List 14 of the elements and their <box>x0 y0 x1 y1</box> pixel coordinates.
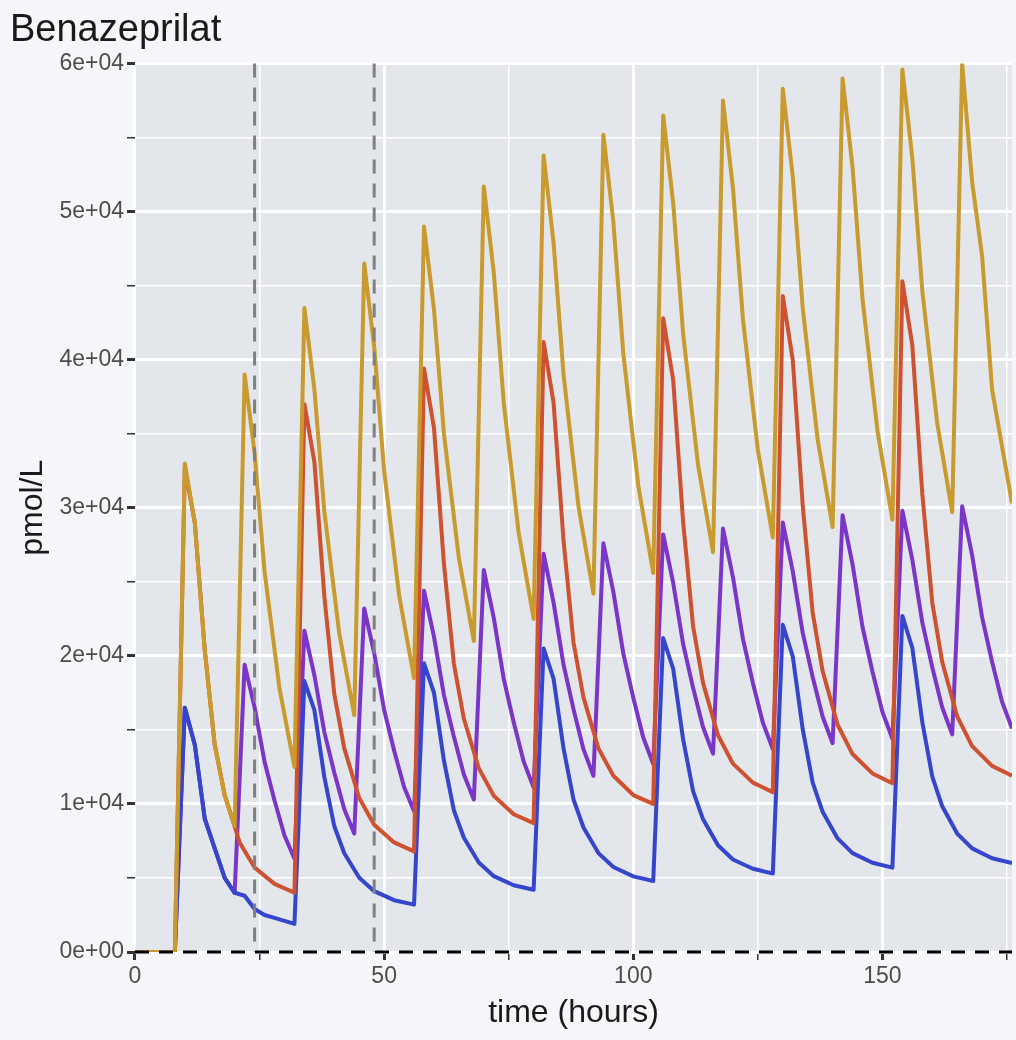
y-axis-title: pmol/L <box>13 459 50 556</box>
y-tick-label: 3e+04 <box>59 493 125 520</box>
chart-title: Benazeprilat <box>10 7 222 50</box>
x-axis-title: time (hours) <box>488 992 659 1029</box>
x-tick-label: 100 <box>614 962 653 989</box>
x-tick-label: 150 <box>863 962 902 989</box>
y-tick-label: 2e+04 <box>59 641 125 668</box>
y-tick-label: 0e+00 <box>59 937 124 964</box>
y-tick-label: 5e+04 <box>59 197 125 224</box>
x-tick-label: 50 <box>371 962 397 989</box>
x-tick-label: 0 <box>128 962 142 989</box>
y-tick-label: 4e+04 <box>59 345 125 372</box>
y-tick-label: 6e+04 <box>59 48 125 75</box>
y-tick-label: 1e+04 <box>59 789 125 816</box>
